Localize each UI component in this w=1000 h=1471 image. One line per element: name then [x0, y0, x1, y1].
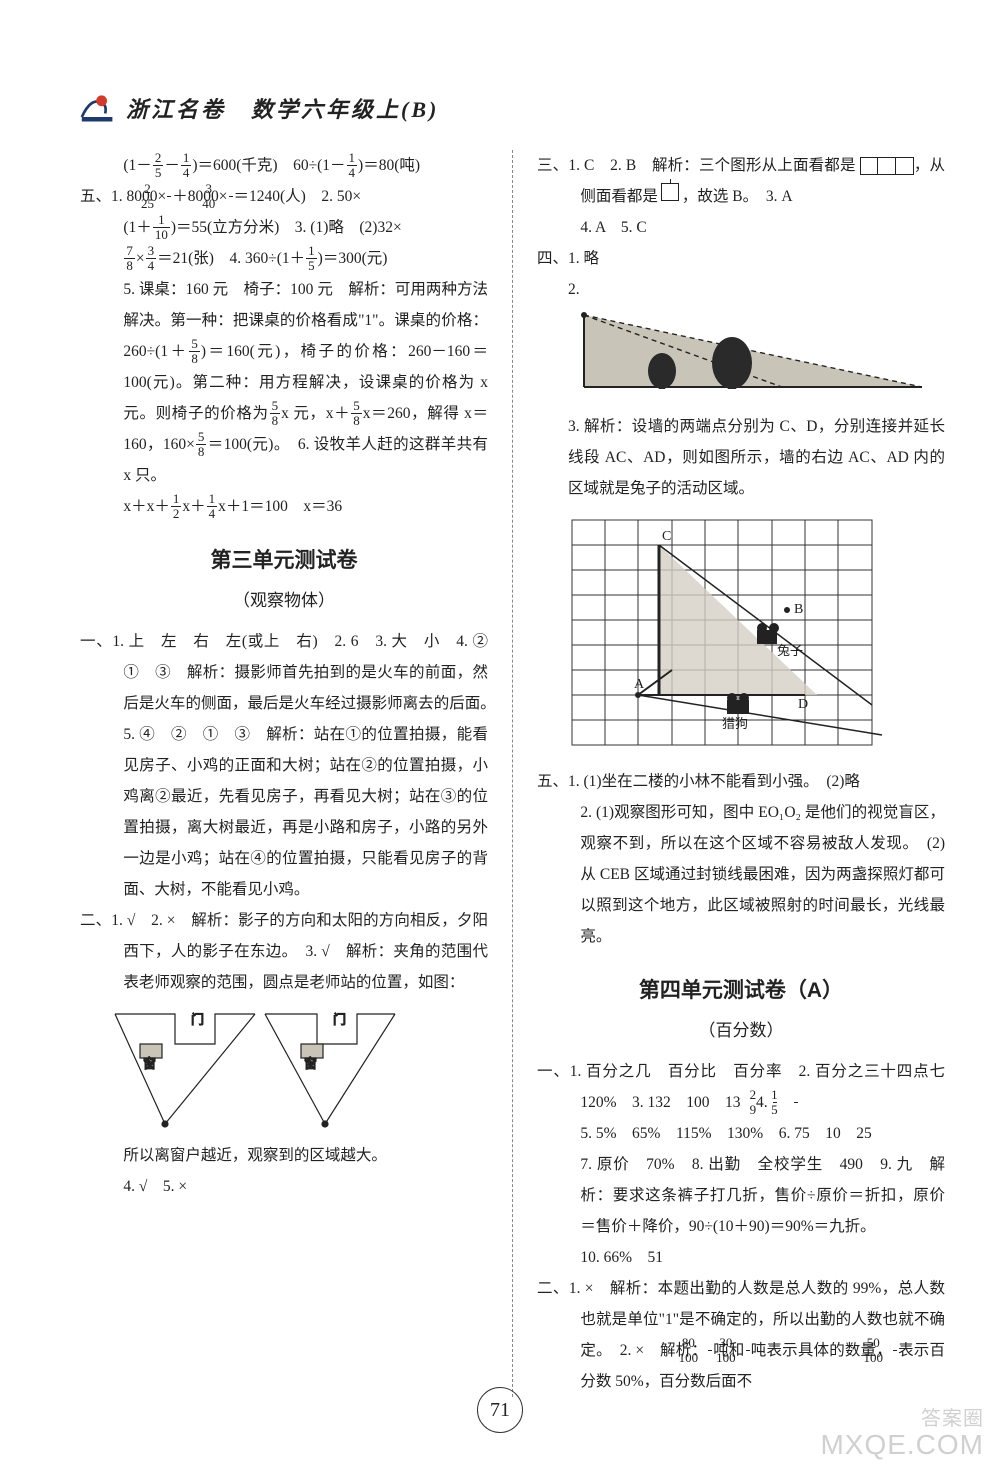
- grid-label: B: [794, 602, 803, 617]
- text-line: 2.: [537, 274, 945, 411]
- text-line: 78×34＝21(张) 4. 360÷(1＋15)＝300(元): [80, 243, 488, 274]
- text-line: 7. 原价 70% 8. 出勤 全校学生 490 9. 九 解析：要求这条裤子打…: [537, 1149, 945, 1242]
- page-header: 浙江名卷 数学六年级上(B): [80, 90, 439, 126]
- grid-label: A: [634, 677, 645, 692]
- fig-label: 窗: [304, 1056, 317, 1071]
- fig-label: 门: [191, 1012, 204, 1027]
- text-line: 一、1. 上 左 右 左(或上 右) 2. 6 3. 大 小 4. ② ① ③ …: [80, 626, 488, 905]
- shadow-figure: [572, 305, 932, 400]
- grid-label: D: [798, 697, 808, 712]
- watermark: 答案圈 MXQE.COM: [820, 1409, 984, 1459]
- page-number: 71: [477, 1387, 523, 1433]
- top-view-shape: [860, 157, 914, 175]
- header-title: 浙江名卷 数学六年级上(B): [126, 92, 439, 124]
- text-line: 四、1. 略: [537, 243, 945, 274]
- text-line: 2. (1)观察图形可知，图中 EO₁O₂ 是他们的视觉盲区，观察不到，所以在这…: [537, 797, 945, 952]
- side-view-shape: [661, 183, 679, 201]
- text-line: 五、1. (1)坐在二楼的小林不能看到小强。 (2)略: [537, 766, 945, 797]
- text-line: 一、1. 百分之几 百分比 百分率 2. 百分之三十四点七 120% 3. 13…: [537, 1056, 945, 1118]
- text-line: 二、1. × 解析：本题出勤的人数是总人数的 99%，总人数也就是单位"1"是不…: [537, 1273, 945, 1397]
- grid-label: 兔子: [777, 643, 803, 658]
- text-line: 三、1. C 2. B 解析：三个图形从上面看都是 ，从侧面看都是，故选 B。 …: [537, 150, 945, 212]
- fig-label: 窗: [143, 1056, 156, 1071]
- text-line: (1－25－14)＝600(千克) 60÷(1－14)＝80(吨): [80, 150, 488, 181]
- unit4-title: 第四单元测试卷（A）: [537, 970, 945, 1012]
- text-line: (1＋110)＝55(立方分米) 3. (1)略 (2)32×: [80, 212, 488, 243]
- unit3-subtitle: （观察物体）: [80, 584, 488, 618]
- text-line: 4. √ 5. ×: [80, 1171, 488, 1202]
- fig-label: 门: [333, 1012, 346, 1027]
- grid-label: 猎狗: [722, 716, 748, 731]
- text-line: 3. 解析：设墙的两端点分别为 C、D，分别连接并延长线段 AC、AD，则如图所…: [537, 411, 945, 504]
- text-line: 5. 5% 65% 115% 130% 6. 75 10 25: [537, 1118, 945, 1149]
- text-line: 二、1. √ 2. × 解析：影子的方向和太阳的方向相反，夕阳西下，人的影子在东…: [80, 905, 488, 998]
- text-line: 10. 66% 51: [537, 1242, 945, 1273]
- text-line: x＋x＋12x＋14x＋1＝100 x＝36: [80, 491, 488, 522]
- right-column: 三、1. C 2. B 解析：三个图形从上面看都是 ，从侧面看都是，故选 B。 …: [537, 150, 945, 1397]
- publisher-logo: [80, 90, 116, 126]
- grid-figure: C B A D 兔子 猎狗: [562, 510, 945, 760]
- grid-label: C: [662, 529, 671, 544]
- text-line: 5. 课桌：160 元 椅子：100 元 解析：可用两种方法解决。第一种：把课桌…: [80, 274, 488, 491]
- unit3-title: 第三单元测试卷: [80, 540, 488, 582]
- teacher-view-figure: 门 窗 门 窗: [105, 1004, 488, 1134]
- text-line: 五、1. 8000×225＋8000×340＝1240(人) 2. 50×: [80, 181, 488, 212]
- text-line: 所以离窗户越近，观察到的区域越大。: [80, 1140, 488, 1171]
- text-line: 4. A 5. C: [537, 212, 945, 243]
- column-divider: [512, 150, 513, 1397]
- left-column: (1－25－14)＝600(千克) 60÷(1－14)＝80(吨) 五、1. 8…: [80, 150, 488, 1397]
- unit4-subtitle: （百分数）: [537, 1014, 945, 1048]
